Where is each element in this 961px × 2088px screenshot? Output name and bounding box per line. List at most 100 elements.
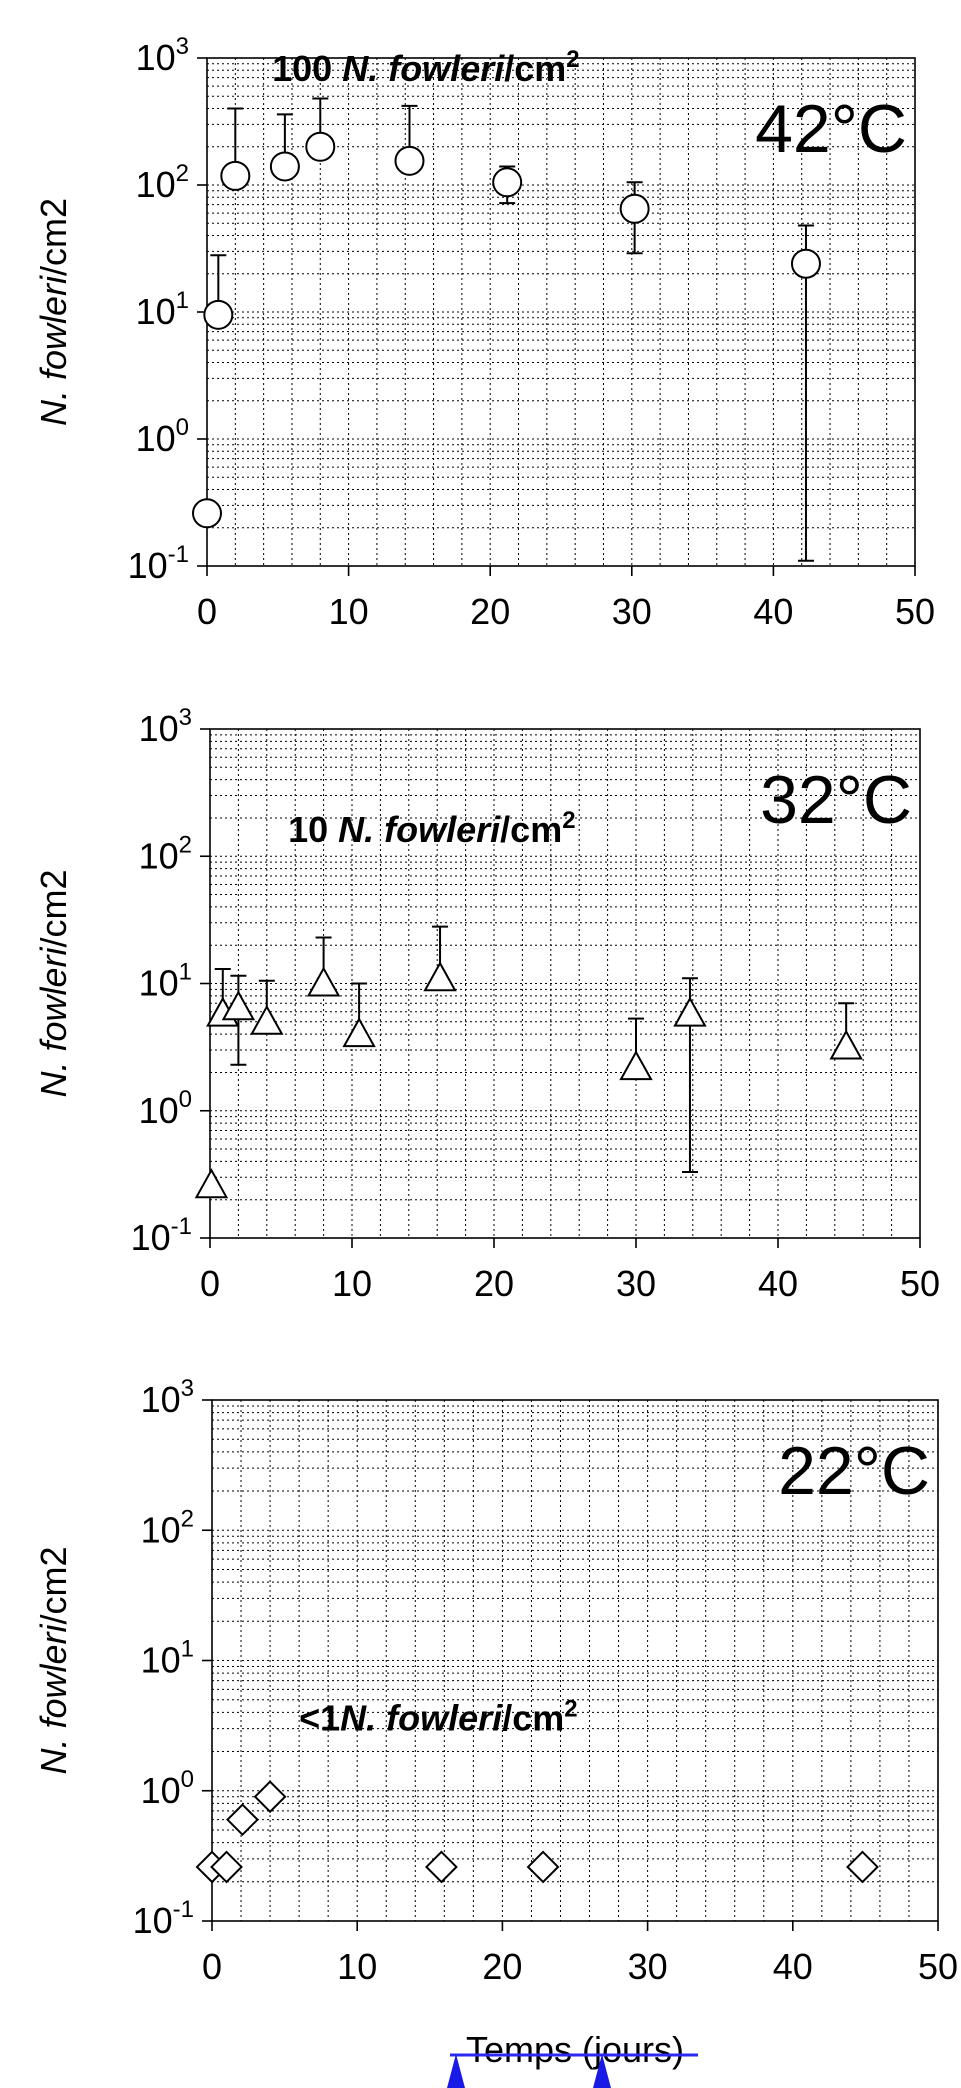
y-tick-base: 10 [141, 1379, 181, 1420]
annotation-count: 10 [288, 809, 338, 850]
selection-handle-right [593, 2054, 611, 2088]
y-axis-label: N. fowleri/cm2 [33, 869, 74, 1097]
data-point-diamond [526, 1850, 560, 1884]
y-tick-label: 102 [139, 831, 192, 876]
annotation-unit: /cm [504, 48, 566, 89]
x-tick-label: 0 [202, 1946, 222, 1987]
annotation-species: N. fowleri [338, 809, 501, 850]
y-tick-base: 10 [141, 1509, 181, 1550]
temperature-label: 32°C [760, 762, 912, 838]
x-tick-label: 10 [329, 591, 369, 632]
data-point-circle [192, 498, 222, 529]
y-tick-label: 102 [136, 160, 189, 205]
annotation-species: N. fowleri [342, 48, 505, 89]
y-tick-label: 101 [136, 287, 189, 332]
data-point-circle [492, 167, 523, 198]
data-point-circle [269, 151, 300, 182]
y-tick-base: 10 [136, 164, 176, 205]
y-axis-label-species: N. fowleri [33, 946, 74, 1097]
data-point-triangle [423, 961, 457, 992]
y-tick-label: 101 [139, 959, 192, 1004]
y-tick-base: 10 [131, 1217, 171, 1258]
data-point-diamond [210, 1850, 243, 1884]
data-point-triangle [619, 1050, 653, 1081]
x-tick-label: 0 [200, 1263, 220, 1304]
x-tick-label: 10 [332, 1263, 372, 1304]
y-tick-label: 10-1 [131, 1213, 192, 1258]
y-axis-label-unit: /cm2 [33, 198, 74, 276]
x-tick-label-text: 50 [895, 591, 935, 632]
y-tick-base: 10 [139, 708, 179, 749]
y-tick-base: 10 [141, 1770, 181, 1811]
y-axis-label-species: N. fowleri [33, 1623, 74, 1774]
y-axis-label-unit: /cm2 [33, 869, 74, 947]
y-axis-label: N. fowleri/cm2 [33, 198, 74, 426]
x-tick-label-text: 10 [329, 591, 369, 632]
y-tick-exponent: -1 [173, 1896, 194, 1923]
y-tick-base: 10 [133, 1900, 173, 1941]
y-tick-label: 103 [139, 704, 192, 749]
y-tick-exponent: 2 [181, 1505, 194, 1532]
annotation-species: N. fowleri [340, 1698, 503, 1739]
x-tick-label-text: 0 [200, 1263, 220, 1304]
density-annotation: 10 N. fowleri/cm2 [288, 807, 575, 850]
grid-lines [210, 729, 920, 1238]
temperature-label: 42°C [755, 91, 907, 167]
y-axis-label-unit: /cm2 [33, 1546, 74, 1624]
data-point-circle [790, 248, 821, 279]
x-tick-label: 0 [197, 591, 217, 632]
x-axis-label: Temps (jours) [466, 2029, 684, 2070]
y-tick-exponent: 0 [179, 1086, 192, 1113]
y-tick-exponent: 3 [181, 1375, 194, 1402]
x-tick-label-text: 20 [474, 1263, 514, 1304]
annotation-count: <1 [299, 1698, 340, 1739]
y-tick-label: 103 [136, 33, 189, 78]
y-tick-exponent: 2 [179, 831, 192, 858]
x-tick-label: 50 [895, 591, 935, 632]
data-series [192, 97, 821, 562]
x-tick-label-text: 30 [612, 591, 652, 632]
y-tick-base: 10 [139, 963, 179, 1004]
y-tick-label: 10-1 [128, 541, 189, 586]
data-point-triangle [829, 1029, 863, 1060]
x-tick-label: 40 [773, 1946, 813, 1987]
y-tick-exponent: -1 [168, 541, 189, 568]
annotation-unit: /cm [502, 1698, 564, 1739]
y-tick-base: 10 [141, 1640, 181, 1681]
x-tick-label: 40 [758, 1263, 798, 1304]
y-tick-exponent: -1 [171, 1213, 192, 1240]
data-point-triangle [250, 1004, 284, 1035]
x-tick-label: 10 [337, 1946, 377, 1987]
data-point-circle [220, 160, 251, 191]
y-tick-exponent: 1 [181, 1636, 194, 1663]
x-tick-label: 50 [918, 1946, 958, 1987]
y-tick-base: 10 [128, 545, 168, 586]
x-tick-label-text: 50 [900, 1263, 940, 1304]
data-point-diamond [226, 1803, 259, 1837]
y-tick-label: 102 [141, 1505, 194, 1550]
density-annotation: 100 N. fowleri/cm2 [272, 46, 580, 89]
grid-lines [212, 1400, 938, 1921]
x-tick-label: 40 [753, 591, 793, 632]
annotation-count: 100 [272, 48, 342, 89]
y-axis-label: N. fowleri/cm2 [33, 1546, 74, 1774]
y-tick-exponent: 1 [176, 287, 189, 314]
data-point-circle [203, 299, 234, 330]
y-tick-base: 10 [136, 37, 176, 78]
y-tick-base: 10 [136, 291, 176, 332]
x-tick-label-text: 40 [753, 591, 793, 632]
data-point-triangle [306, 966, 341, 997]
temperature-label-text: 42°C [755, 91, 907, 167]
y-tick-base: 10 [136, 418, 176, 459]
x-tick-label-text: 30 [628, 1946, 668, 1987]
y-tick-label: 10-1 [133, 1896, 194, 1941]
temperature-label: 22°C [778, 1433, 930, 1509]
x-tick-label-text: 10 [337, 1946, 377, 1987]
y-tick-label: 101 [141, 1636, 194, 1681]
temperature-label-text: 32°C [760, 762, 912, 838]
data-point-circle [619, 193, 650, 224]
